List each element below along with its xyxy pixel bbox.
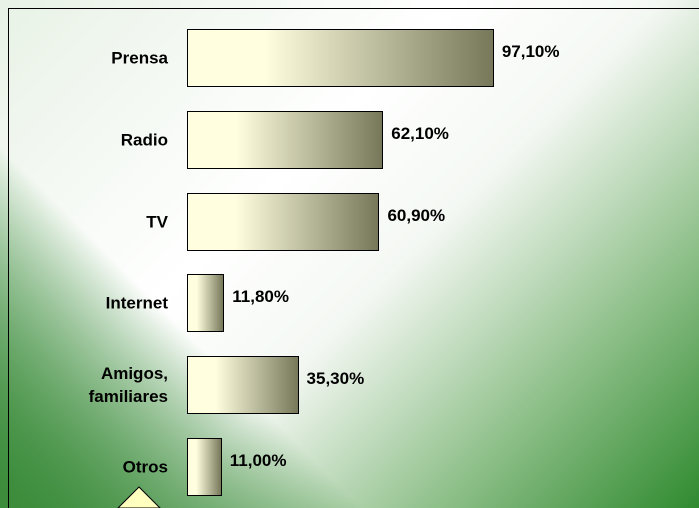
category-label: TV	[146, 212, 168, 232]
callout-pointer	[117, 486, 161, 508]
bar	[187, 192, 380, 251]
bar	[187, 29, 494, 87]
value-label: 60,90%	[387, 205, 446, 225]
category-label: Radio	[120, 130, 168, 150]
bar	[187, 274, 225, 333]
bar	[187, 438, 222, 496]
value-label: 11,00%	[229, 451, 287, 470]
value-label: 35,30%	[306, 369, 365, 389]
bar	[187, 356, 299, 415]
value-label: 11,80%	[232, 287, 290, 307]
category-label: Otros	[122, 457, 168, 477]
bar	[187, 110, 384, 169]
category-label: Amigos, familiares	[88, 364, 168, 407]
category-label: Prensa	[111, 48, 168, 68]
category-label: Internet	[105, 293, 168, 313]
value-label: 62,10%	[391, 123, 449, 143]
frame	[8, 8, 699, 508]
value-label: 97,10%	[501, 42, 560, 61]
